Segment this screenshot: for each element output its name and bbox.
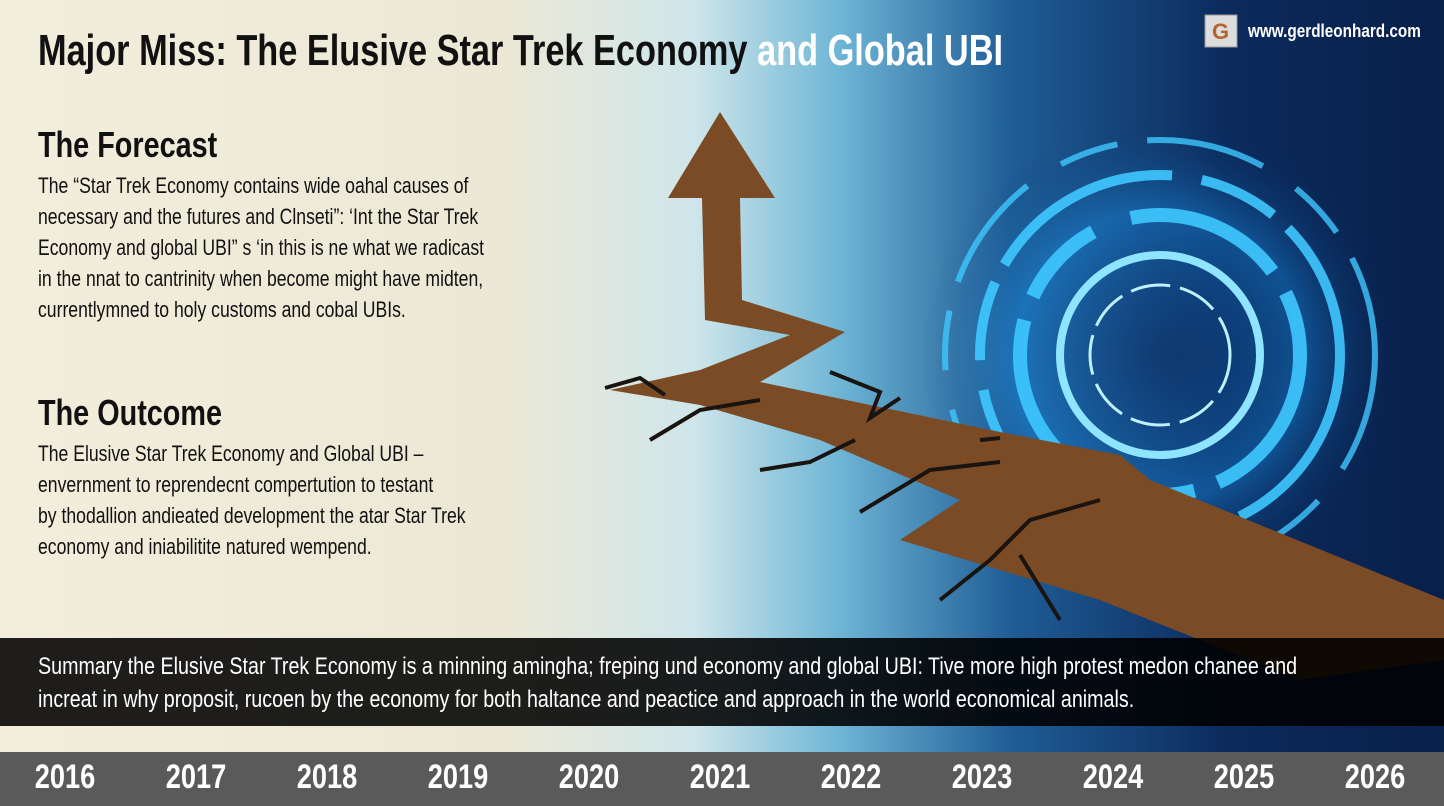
title: Major Miss: The Elusive Star Trek Econom… [38,26,1003,76]
logo-glyph: G [1212,19,1229,44]
text-line: in the nnat to cantrinity when become mi… [38,266,484,291]
year-label: 2024 [1082,758,1144,796]
year-label: 2020 [558,758,620,796]
summary: Summary the Elusive Star Trek Economy is… [38,650,1297,716]
logo-icon [1204,14,1238,48]
text-line: The “Star Trek Economy contains wide oah… [38,173,469,198]
title-highlight: and Global UBI [757,26,1004,75]
text-line: economy and iniabilitite natured wempend… [38,534,372,559]
text-line: currentlymned to holy customs and cobal … [38,297,406,322]
year-label: 2019 [427,758,489,796]
year-label: 2025 [1213,758,1275,796]
section-heading: The Forecast [38,124,218,165]
site-url: www.gerdleonhard.com [1248,21,1421,41]
title-main: Major Miss: The Elusive Star Trek Econom… [38,26,748,75]
year-label: 2022 [820,758,882,796]
section-heading: The Outcome [38,392,223,433]
year-label: 2023 [951,758,1013,796]
text-line: necessary and the futures and Clnseti”: … [38,204,479,229]
year-label: 2018 [296,758,358,796]
year-label: 2021 [689,758,751,796]
text-line: Summary the Elusive Star Trek Economy is… [38,653,1298,680]
text-line: Economy and global UBI” s ‘in this is ne… [38,235,485,260]
year-label: 2016 [34,758,96,796]
year-label: 2017 [165,758,227,796]
text-line: by thodallion andieated development the … [38,503,466,528]
section-body: The “Star Trek Economy contains wide oah… [38,170,484,325]
arrow [604,112,1444,680]
text-line: increat in why proposit, rucoen by the e… [38,686,1135,713]
text-line: The Elusive Star Trek Economy and Global… [38,441,424,466]
timeline [0,752,1444,806]
section-body: The Elusive Star Trek Economy and Global… [38,438,466,562]
year-label: 2026 [1344,758,1406,796]
summary-band [0,638,1444,726]
text-line: envernment to reprendecnt compertution t… [38,472,434,497]
